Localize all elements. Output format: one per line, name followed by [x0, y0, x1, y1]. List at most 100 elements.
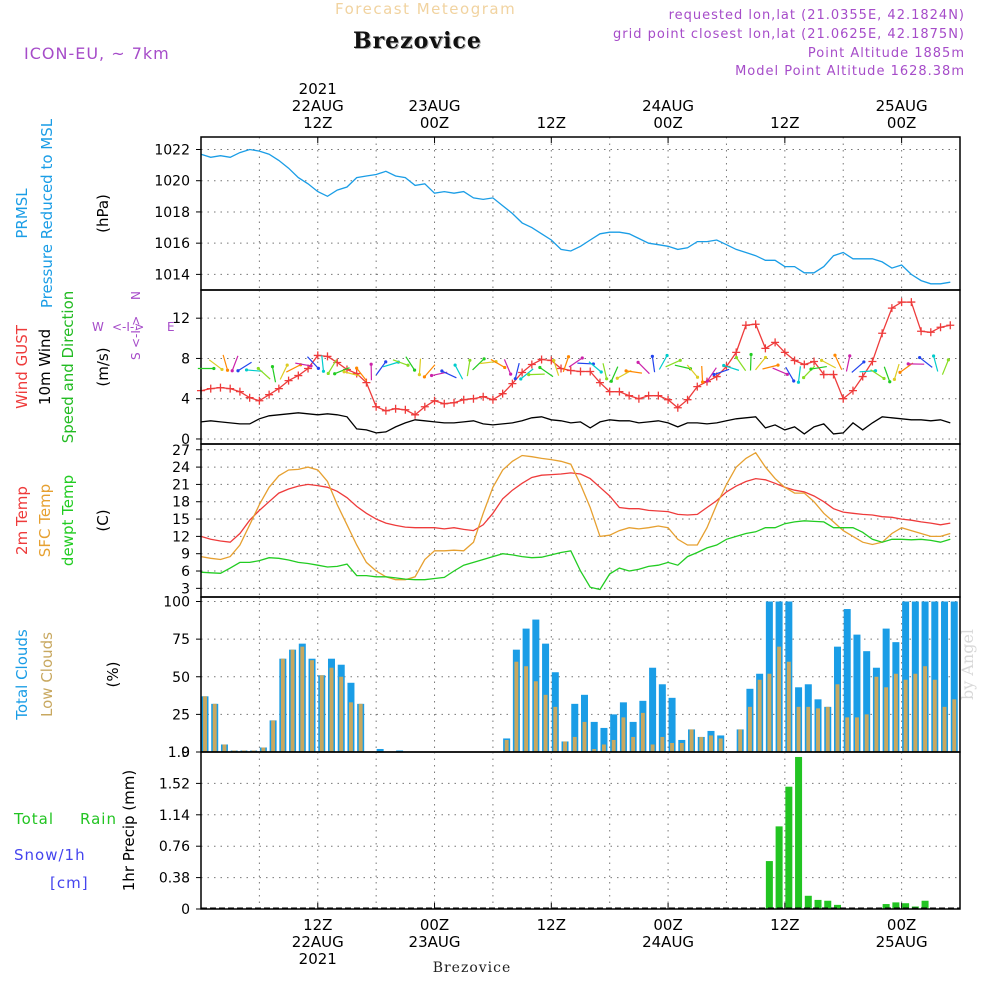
y-axis-label: Total Clouds — [13, 629, 31, 721]
time-label-bottom: 00Z — [887, 916, 916, 934]
y-axis-label: 2m Temp — [13, 486, 31, 555]
wind-arrow — [503, 359, 512, 375]
wind-arrow — [562, 356, 570, 373]
wind-arrow — [423, 364, 436, 378]
bar-clouds-1 — [563, 741, 567, 752]
wind-arrow — [899, 362, 914, 373]
wind-arrow — [651, 356, 656, 373]
wind-arrow — [246, 369, 263, 372]
y-tick-label: 75 — [172, 632, 190, 648]
wind-arrow — [755, 357, 767, 371]
gust-marker — [245, 393, 254, 402]
wind-arrow-head — [440, 369, 444, 373]
wind-arrow-head — [212, 366, 216, 371]
wind-arrow-head — [417, 373, 421, 377]
wind-arrow — [553, 360, 560, 376]
wind-arrow-head — [406, 363, 410, 367]
wind-arrow-head — [599, 370, 603, 374]
bar-clouds-1 — [602, 744, 606, 752]
gust-marker — [790, 356, 799, 365]
bar-clouds-1 — [942, 706, 947, 752]
gust-marker — [235, 387, 244, 396]
y-tick-label: 24 — [172, 460, 190, 476]
y-tick-label: 0 — [181, 902, 190, 918]
wind-arrow — [528, 373, 545, 376]
y-tick-label: 1020 — [154, 174, 190, 190]
bar-clouds-1 — [290, 649, 295, 752]
gust-marker — [732, 348, 741, 357]
wind-arrow — [405, 356, 416, 371]
y-axis-label: Pressure Reduced to MSL — [38, 118, 56, 308]
bar-clouds-1 — [514, 661, 519, 752]
wind-arrow — [466, 360, 471, 377]
time-label-top: 00Z — [887, 114, 916, 132]
gust-marker — [800, 360, 809, 369]
gust-marker — [226, 384, 235, 393]
wind-arrow-head — [763, 355, 768, 360]
bar-clouds-1 — [825, 706, 830, 752]
bar-precip-0 — [882, 904, 890, 909]
wind-arrow-head — [712, 372, 716, 377]
gust-marker — [440, 399, 449, 408]
wind-arrow-head — [538, 365, 542, 370]
wind-arrow-head — [519, 377, 523, 381]
requested-coords: requested lon,lat (21.0355E, 42.1824N) — [668, 8, 965, 23]
wind-arrow-head — [220, 367, 224, 372]
bar-clouds-1 — [310, 660, 314, 752]
panel-wind: 0 4 8 12 Wind GUST 10m Wind Speed and Directio… — [13, 289, 961, 448]
gust-marker — [216, 383, 225, 392]
bar-clouds-1 — [777, 646, 782, 752]
y-tick-label: 9 — [181, 547, 190, 563]
wind-arrow-head — [749, 352, 753, 357]
panel-frame — [200, 443, 961, 598]
wind-arrow-head — [932, 354, 936, 358]
bar-clouds-1 — [349, 702, 353, 752]
bar-clouds-1 — [358, 703, 363, 752]
time-label-top: 2021 — [299, 80, 337, 98]
wind-arrow-head — [355, 366, 359, 370]
y-axis-label: dewpt Temp — [59, 475, 77, 566]
gust-marker — [654, 391, 663, 400]
bar-clouds-1 — [611, 739, 616, 752]
bar-clouds-1 — [261, 747, 266, 752]
gust-marker — [537, 355, 546, 364]
gust-marker — [420, 402, 429, 411]
bar-clouds-1 — [592, 748, 597, 752]
gust-marker — [313, 351, 322, 360]
y-tick-label: 50 — [172, 670, 190, 686]
gust-marker — [946, 321, 955, 330]
line-pressure-0 — [200, 148, 951, 285]
gust-marker — [644, 391, 653, 400]
gust-marker — [683, 395, 692, 404]
gust-marker — [430, 396, 439, 405]
bar-clouds-1 — [796, 706, 801, 752]
wind-arrow-head — [705, 379, 709, 383]
gust-marker — [634, 394, 643, 403]
bar-clouds-1 — [650, 744, 655, 752]
compass-s: S — [129, 352, 143, 360]
wind-arrow — [231, 355, 239, 371]
wind-arrow — [490, 358, 506, 368]
y-tick-label: 1014 — [154, 267, 190, 283]
y-tick-label: 0.76 — [159, 839, 190, 855]
wind-arrow — [375, 361, 387, 376]
gust-marker — [878, 329, 887, 338]
y-tick-label: 1022 — [154, 142, 190, 158]
panel-frame — [200, 751, 961, 910]
panel-frame — [200, 136, 961, 291]
wind-arrow — [658, 355, 668, 370]
bar-precip-0 — [824, 900, 832, 909]
gust-marker — [498, 389, 507, 398]
time-label-top: 00Z — [653, 114, 682, 132]
precip-label-snow: Snow/1h — [14, 846, 86, 864]
bar-clouds-1 — [699, 736, 704, 752]
gust-marker — [868, 357, 877, 366]
gust-marker — [557, 364, 566, 373]
gust-marker — [673, 403, 682, 412]
y-tick-label: 0 — [181, 432, 190, 448]
line-temperature-2 — [200, 520, 951, 591]
bar-clouds-0 — [571, 703, 579, 752]
wind-arrow-head — [384, 360, 388, 364]
bar-clouds-1 — [884, 687, 889, 752]
